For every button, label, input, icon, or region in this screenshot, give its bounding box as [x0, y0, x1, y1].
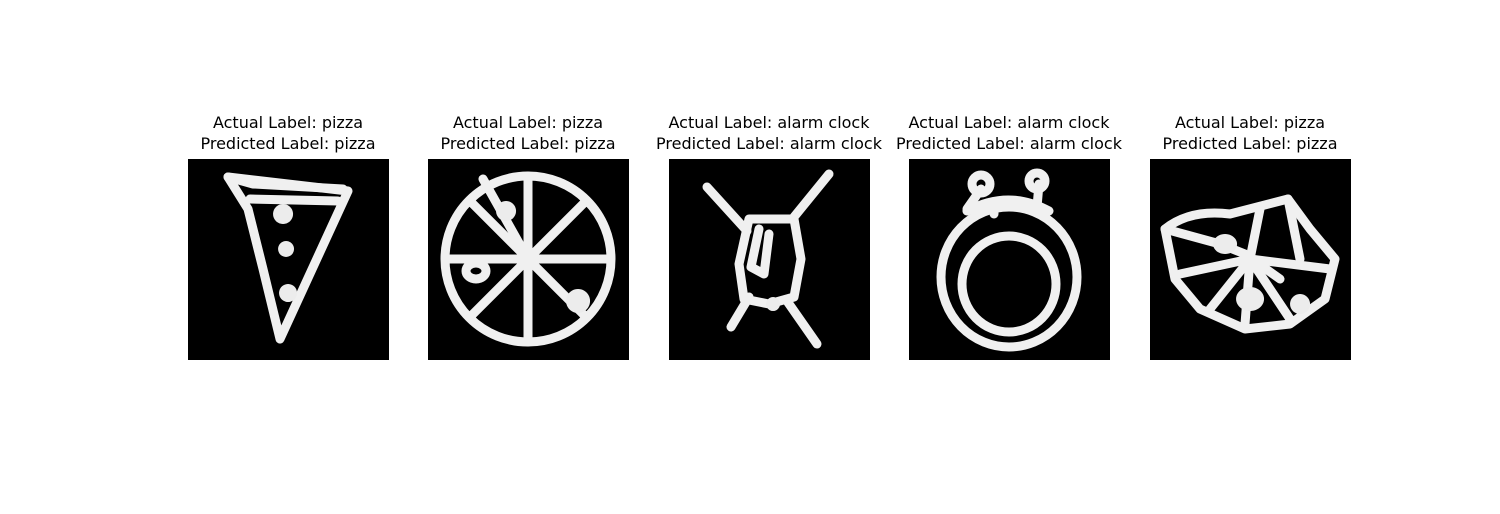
- predicted-label: Predicted Label: pizza: [440, 134, 616, 153]
- pizza-slice-sketch-icon: [223, 172, 353, 344]
- whole-pizza-image: [428, 159, 629, 360]
- actual-label: Actual Label: alarm clock: [668, 113, 870, 132]
- predicted-label: Predicted Label: pizza: [1162, 134, 1338, 153]
- alarm-clock-image-1: [669, 159, 870, 360]
- predicted-label: Predicted Label: pizza: [200, 134, 376, 153]
- predicted-label: Predicted Label: alarm clock: [896, 134, 1122, 153]
- alarm-clock-sketch-icon: [936, 168, 1082, 352]
- actual-label: Actual Label: alarm clock: [908, 113, 1110, 132]
- pizza-sketch-icon: [1160, 194, 1340, 334]
- actual-label: Actual Label: pizza: [212, 113, 364, 132]
- pizza-slice-image: [188, 159, 389, 360]
- alarm-clock-image-2: [909, 159, 1110, 360]
- predicted-label: Predicted Label: alarm clock: [656, 134, 882, 153]
- actual-label: Actual Label: pizza: [1174, 113, 1326, 132]
- pizza-image: [1150, 159, 1351, 360]
- actual-label: Actual Label: pizza: [452, 113, 604, 132]
- alarm-clock-sketch-icon: [702, 169, 834, 349]
- whole-pizza-sketch-icon: [440, 171, 616, 347]
